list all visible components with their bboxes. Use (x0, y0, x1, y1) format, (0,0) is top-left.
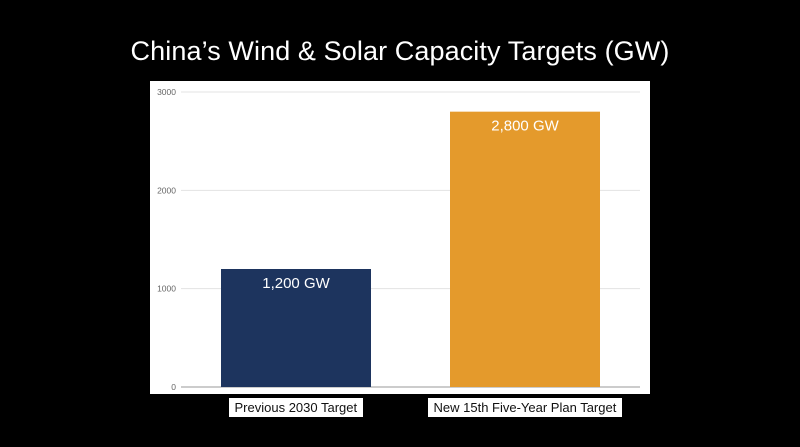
y-tick-label: 2000 (157, 185, 176, 195)
category-label-new-15th-five-year-plan-target: New 15th Five-Year Plan Target (427, 398, 623, 417)
bar (450, 111, 600, 388)
chart-title: China’s Wind & Solar Capacity Targets (G… (130, 36, 670, 66)
category-label-previous-2030-target: Previous 2030 Target (228, 398, 364, 417)
y-tick-label: 1000 (157, 284, 176, 294)
data-label: 1,200 GW (262, 275, 330, 292)
bar (221, 269, 371, 387)
y-tick-label: 3000 (157, 87, 176, 97)
y-tick-label: 0 (171, 382, 176, 392)
data-label: 2,800 GW (491, 118, 559, 135)
